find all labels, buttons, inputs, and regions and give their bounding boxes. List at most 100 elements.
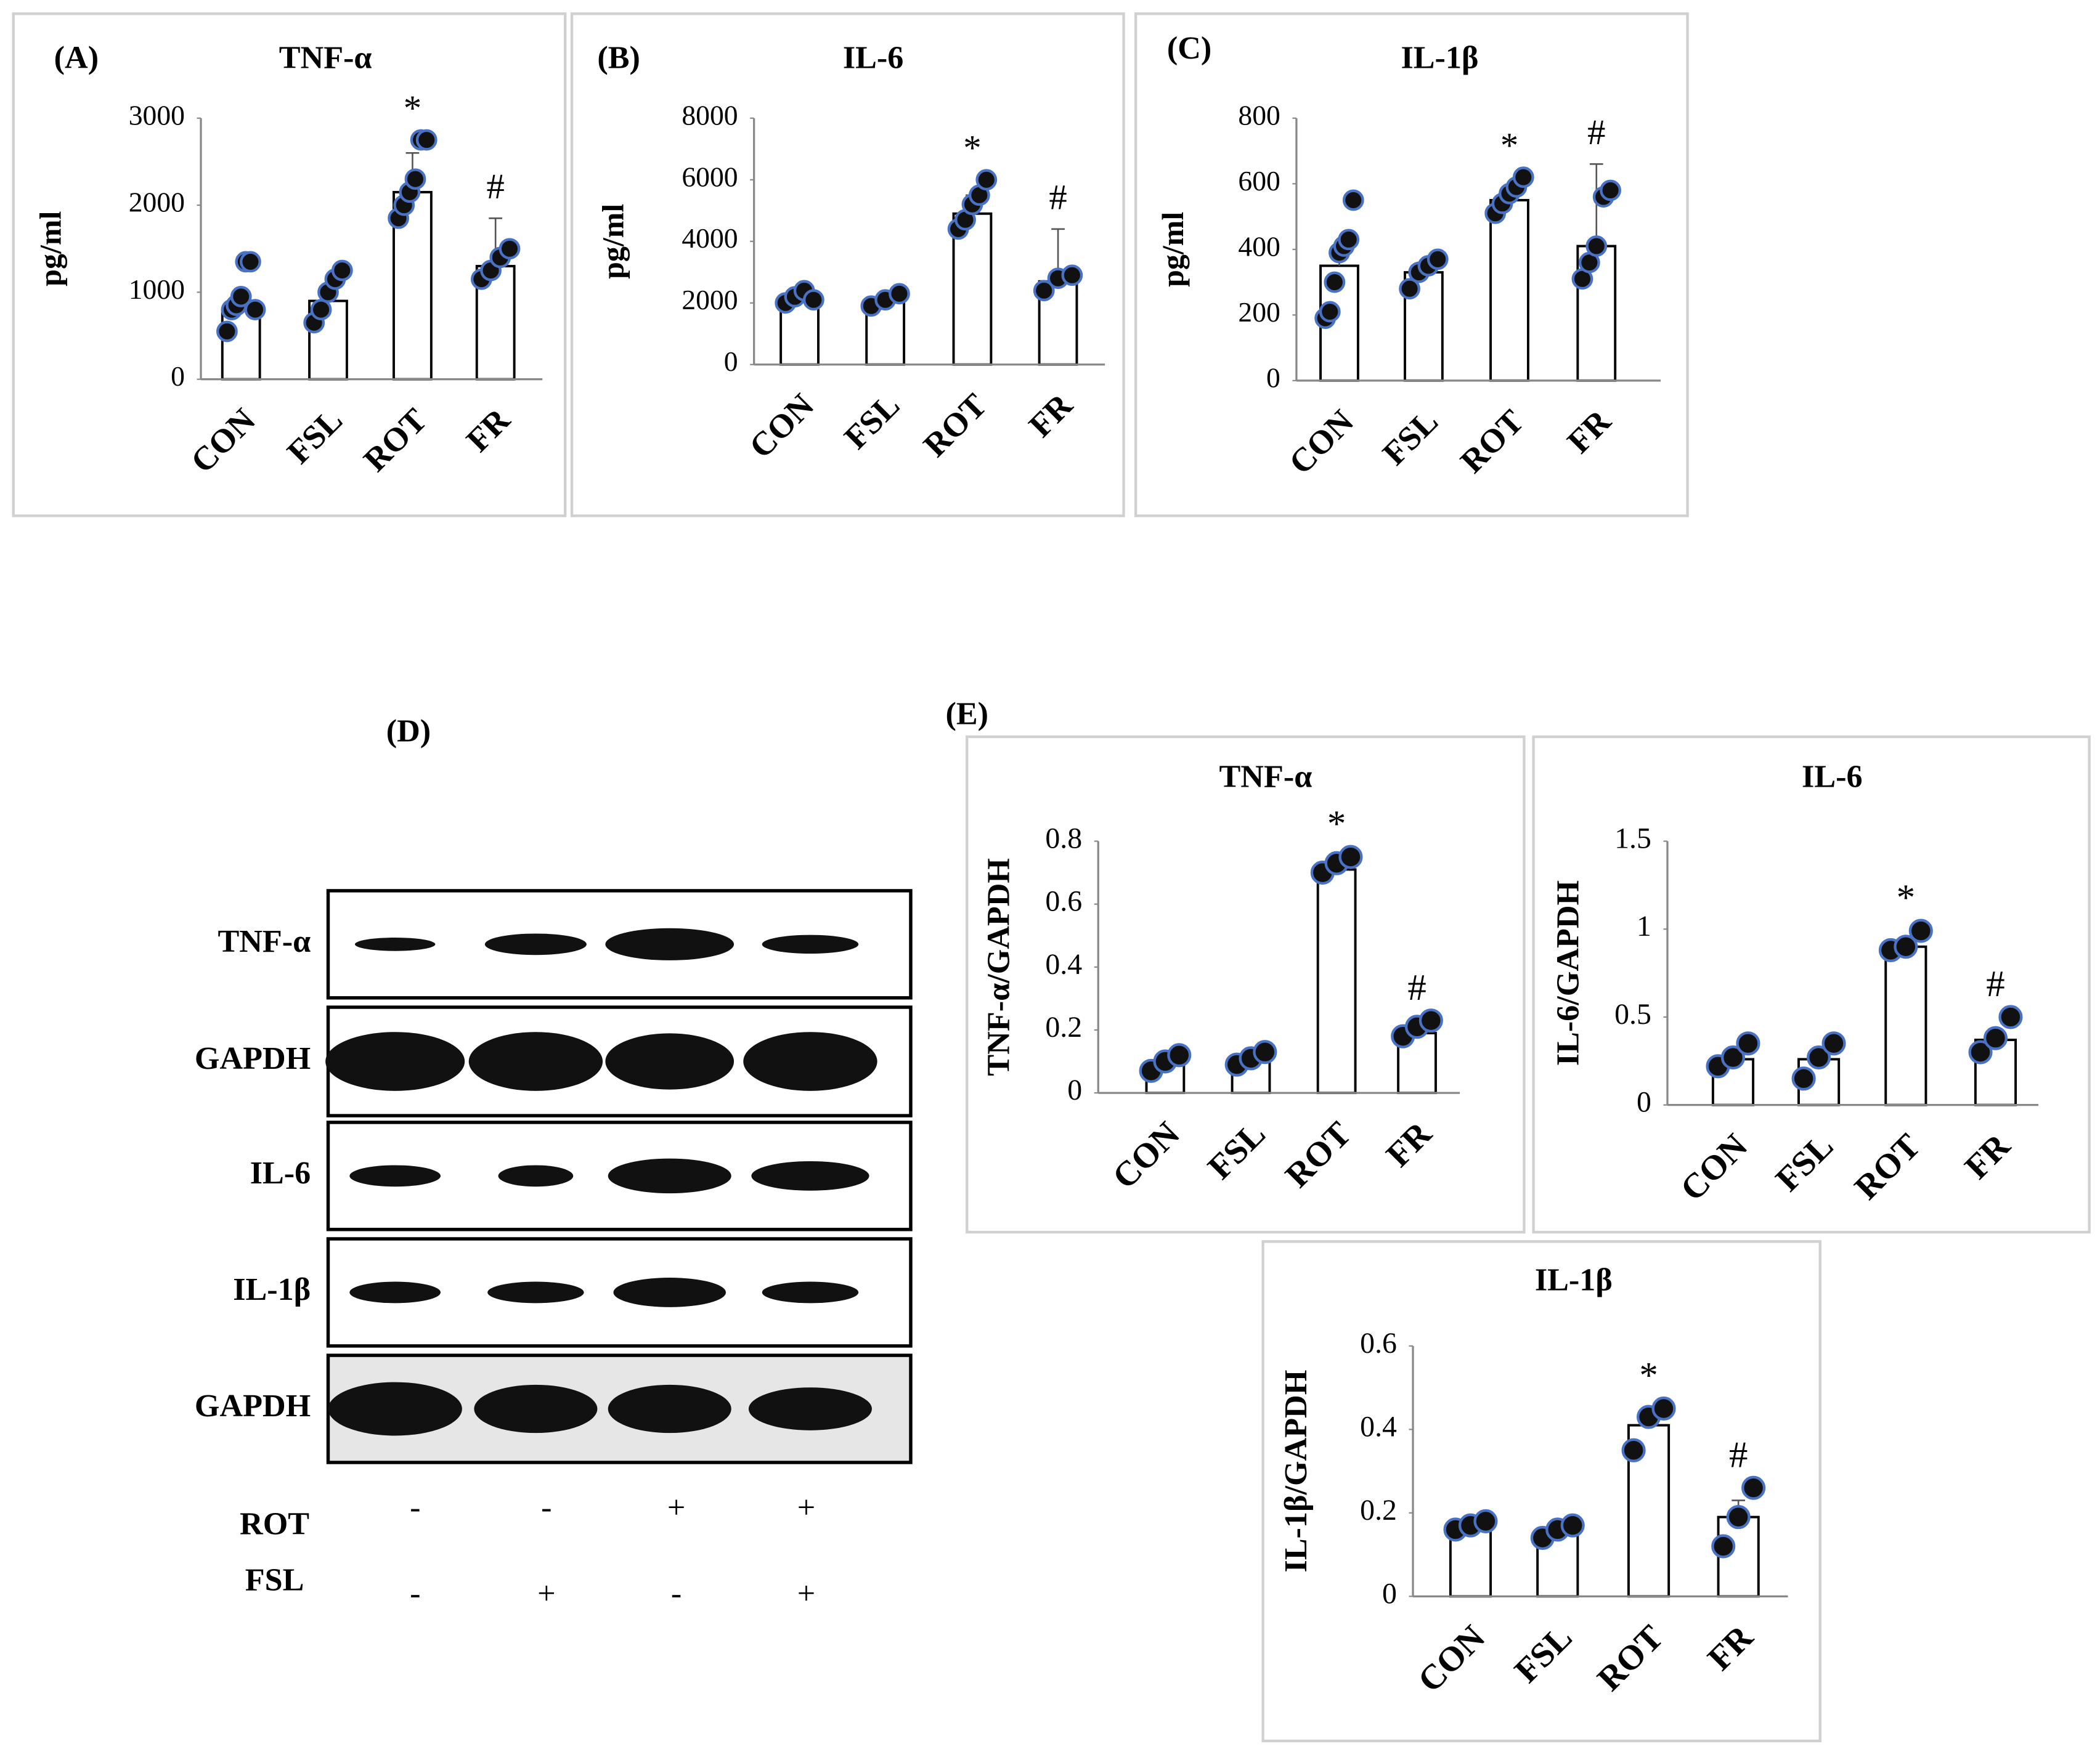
x-tick-label: ROT bbox=[1278, 1114, 1358, 1194]
treatment-sign: - bbox=[541, 1490, 551, 1525]
treatment-sign: - bbox=[410, 1576, 420, 1611]
chart-title: TNF-α bbox=[279, 40, 372, 75]
data-point bbox=[975, 169, 998, 191]
data-point bbox=[1998, 1005, 2023, 1029]
panel-frame bbox=[12, 12, 567, 517]
y-tick-label: 4000 bbox=[682, 222, 738, 254]
x-tick-label: FR bbox=[1022, 386, 1080, 444]
y-tick-label: 0 bbox=[1266, 362, 1280, 393]
data-point bbox=[404, 168, 426, 190]
treatment-sign: + bbox=[537, 1576, 555, 1611]
annotation: # bbox=[1986, 963, 2004, 1005]
data-point bbox=[1621, 1438, 1646, 1462]
blot-band bbox=[608, 1384, 731, 1434]
data-point bbox=[889, 283, 910, 305]
panel-frame bbox=[1134, 12, 1689, 517]
data-point bbox=[1736, 1031, 1760, 1056]
y-tick-label: 600 bbox=[1238, 165, 1280, 197]
data-point bbox=[230, 286, 252, 307]
data-point bbox=[1791, 1066, 1816, 1091]
annotation: # bbox=[1407, 967, 1426, 1008]
blot-band bbox=[487, 1281, 584, 1304]
x-tick-label: FSL bbox=[1375, 403, 1445, 472]
data-point bbox=[216, 320, 238, 343]
annotation: # bbox=[1587, 112, 1605, 152]
y-axis-label: pg/ml bbox=[33, 211, 67, 286]
annotation: * bbox=[1327, 803, 1346, 845]
blot-band bbox=[613, 1278, 726, 1307]
y-tick-label: 0.8 bbox=[1045, 822, 1082, 854]
y-tick-label: 200 bbox=[1238, 296, 1280, 328]
data-point bbox=[1512, 166, 1534, 189]
y-tick-label: 0 bbox=[171, 360, 185, 392]
y-tick-label: 400 bbox=[1238, 230, 1280, 262]
data-point bbox=[331, 259, 353, 282]
y-tick-label: 0.4 bbox=[1360, 1410, 1397, 1443]
x-tick-label: FSL bbox=[280, 401, 349, 471]
blot-band bbox=[349, 1281, 441, 1304]
y-tick-label: 8000 bbox=[682, 99, 738, 131]
blot-band bbox=[605, 1033, 735, 1090]
data-point bbox=[1061, 264, 1083, 286]
x-tick-label: FSL bbox=[837, 386, 906, 456]
chart-title: IL-6 bbox=[843, 40, 904, 75]
treatment-sign: - bbox=[410, 1490, 420, 1525]
blot-band bbox=[354, 937, 436, 951]
annotation: * bbox=[1639, 1355, 1658, 1397]
blot-band bbox=[474, 1384, 598, 1434]
annotation: * bbox=[963, 128, 981, 168]
data-point bbox=[244, 299, 266, 321]
data-point bbox=[1894, 935, 1918, 959]
data-point bbox=[1726, 1505, 1751, 1530]
x-tick-label: FSL bbox=[1768, 1127, 1841, 1199]
panel-label: (A) bbox=[54, 40, 99, 75]
data-point bbox=[1342, 189, 1364, 211]
y-tick-label: 0.6 bbox=[1360, 1327, 1397, 1360]
blot-row-label: GAPDH bbox=[195, 1389, 311, 1424]
data-point bbox=[1324, 271, 1346, 293]
x-tick-label: ROT bbox=[1847, 1127, 1927, 1207]
blot-row-label: GAPDH bbox=[195, 1041, 311, 1076]
blot-band bbox=[608, 1158, 731, 1194]
x-tick-label: CON bbox=[1411, 1618, 1493, 1700]
data-point bbox=[1560, 1513, 1585, 1538]
blot-row-label: TNF-α bbox=[218, 924, 311, 959]
data-point bbox=[1821, 1031, 1846, 1056]
y-tick-label: 0.2 bbox=[1360, 1494, 1397, 1527]
blot-row-label: IL-6 bbox=[250, 1156, 311, 1191]
blot-band bbox=[468, 1032, 603, 1091]
data-point bbox=[1319, 301, 1341, 323]
panel-frame bbox=[966, 735, 1526, 1234]
y-tick-label: 1000 bbox=[129, 274, 185, 305]
blot-band bbox=[751, 1161, 869, 1191]
y-tick-label: 0 bbox=[1637, 1086, 1651, 1119]
y-tick-label: 0.2 bbox=[1045, 1011, 1082, 1044]
blot-band bbox=[498, 1165, 574, 1187]
y-axis-label: pg/ml bbox=[595, 204, 630, 279]
x-tick-label: ROT bbox=[916, 386, 994, 464]
blot-row-label: IL-1β bbox=[233, 1272, 311, 1307]
treatment-sign: - bbox=[671, 1576, 682, 1611]
data-point bbox=[1711, 1534, 1736, 1559]
y-tick-label: 0 bbox=[1382, 1577, 1397, 1610]
y-tick-label: 2000 bbox=[129, 187, 185, 218]
blot-band bbox=[484, 933, 587, 955]
x-tick-label: FR bbox=[459, 401, 517, 459]
data-point bbox=[802, 289, 824, 311]
blot-band bbox=[748, 1387, 872, 1430]
data-point bbox=[1720, 1045, 1746, 1070]
x-tick-label: ROT bbox=[356, 401, 434, 479]
treatment-label: ROT bbox=[240, 1506, 309, 1541]
x-tick-label: ROT bbox=[1590, 1618, 1671, 1698]
treatment-label: FSL bbox=[245, 1563, 304, 1598]
x-tick-label: FR bbox=[1379, 1114, 1439, 1175]
treatment-sign: + bbox=[797, 1490, 815, 1525]
blot-band bbox=[349, 1165, 441, 1187]
data-point bbox=[1908, 919, 1933, 943]
bar bbox=[1884, 945, 1927, 1106]
x-tick-label: ROT bbox=[1454, 403, 1531, 481]
panel-label: (D) bbox=[386, 714, 431, 749]
x-tick-label: FR bbox=[1958, 1126, 2018, 1186]
y-tick-label: 6000 bbox=[682, 161, 738, 192]
